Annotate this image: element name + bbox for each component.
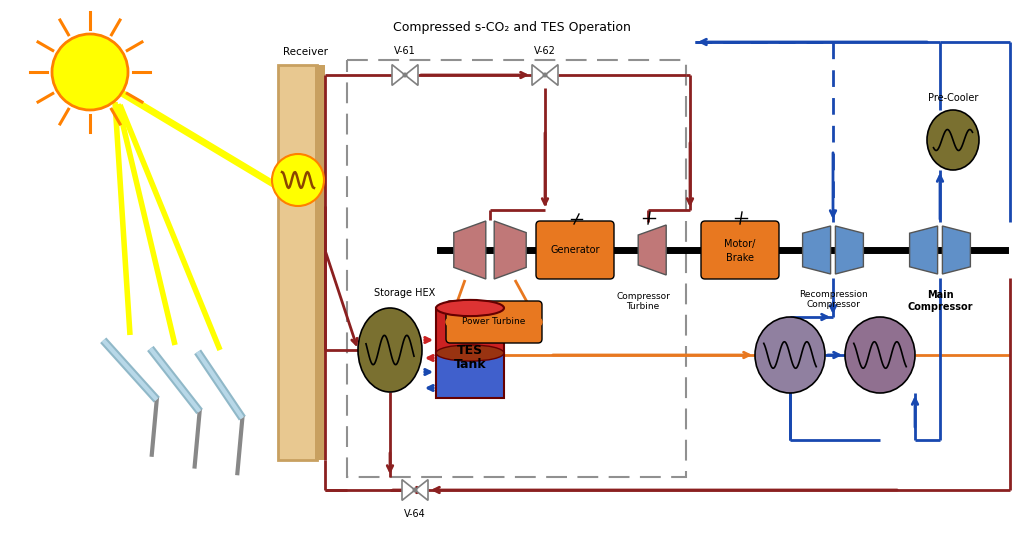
FancyBboxPatch shape	[701, 221, 779, 279]
Text: V-61: V-61	[394, 46, 416, 56]
Circle shape	[543, 73, 547, 77]
Text: Compressor
Turbine: Compressor Turbine	[616, 292, 670, 311]
FancyBboxPatch shape	[536, 221, 614, 279]
Polygon shape	[495, 221, 526, 279]
Text: Power Turbine: Power Turbine	[462, 318, 525, 326]
Text: Generator: Generator	[550, 245, 600, 255]
Polygon shape	[836, 226, 863, 274]
Polygon shape	[392, 65, 406, 85]
Circle shape	[403, 73, 407, 77]
Polygon shape	[909, 226, 938, 274]
Text: Main
Compressor: Main Compressor	[907, 290, 973, 312]
Ellipse shape	[755, 317, 825, 393]
Circle shape	[413, 488, 417, 492]
FancyBboxPatch shape	[446, 301, 542, 343]
FancyBboxPatch shape	[315, 65, 325, 460]
Ellipse shape	[436, 300, 504, 316]
Text: V-62: V-62	[535, 46, 556, 56]
Ellipse shape	[927, 110, 979, 170]
Polygon shape	[402, 480, 415, 500]
Text: Motor/: Motor/	[724, 239, 756, 249]
Circle shape	[272, 154, 324, 206]
Polygon shape	[406, 65, 418, 85]
Text: V-64: V-64	[404, 509, 426, 519]
Ellipse shape	[358, 308, 422, 392]
Text: Receiver: Receiver	[283, 47, 328, 57]
FancyBboxPatch shape	[436, 353, 504, 398]
Text: Pre-Cooler: Pre-Cooler	[928, 93, 978, 103]
Text: Storage HEX: Storage HEX	[375, 288, 435, 298]
Polygon shape	[532, 65, 545, 85]
Polygon shape	[454, 221, 485, 279]
Circle shape	[534, 318, 542, 326]
Polygon shape	[942, 226, 971, 274]
Ellipse shape	[845, 317, 915, 393]
Polygon shape	[545, 65, 558, 85]
Circle shape	[446, 318, 454, 326]
Circle shape	[52, 34, 128, 110]
Text: Brake: Brake	[726, 253, 754, 263]
FancyBboxPatch shape	[436, 308, 504, 353]
Text: TES
Tank: TES Tank	[454, 343, 486, 372]
Ellipse shape	[436, 345, 504, 361]
Text: Recompression
Compressor: Recompression Compressor	[799, 290, 867, 310]
Text: Compressed s-CO₂ and TES Operation: Compressed s-CO₂ and TES Operation	[393, 22, 631, 34]
Polygon shape	[803, 226, 830, 274]
Polygon shape	[415, 480, 428, 500]
Polygon shape	[638, 225, 667, 275]
FancyBboxPatch shape	[278, 65, 317, 460]
